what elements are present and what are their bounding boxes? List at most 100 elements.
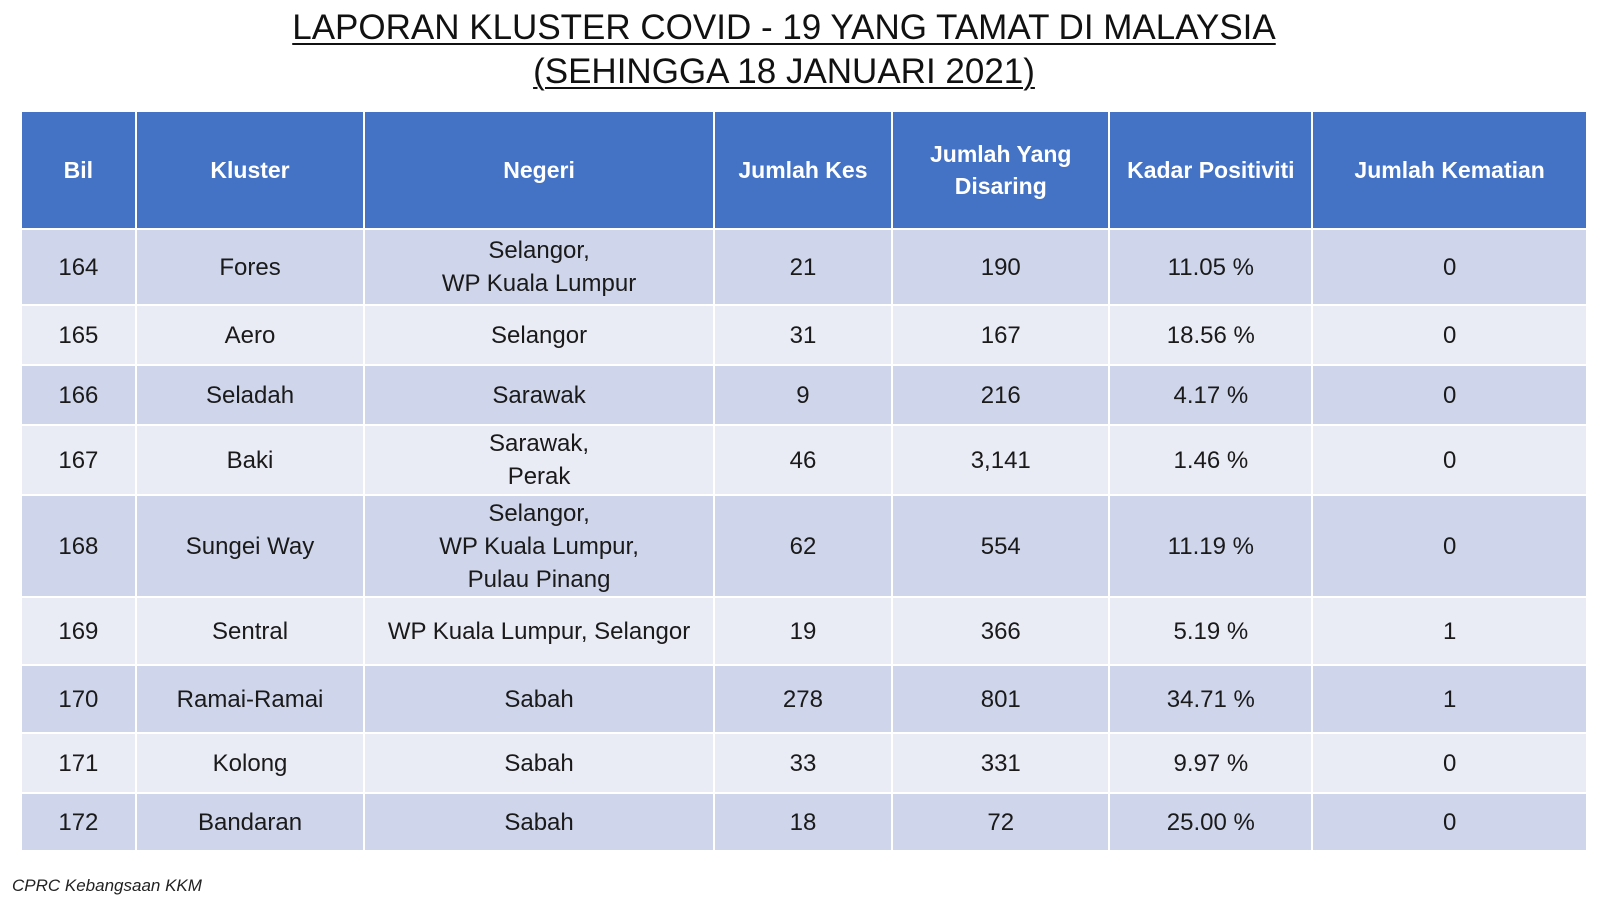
cell-kadar-positiviti: 11.19 % (1110, 496, 1312, 596)
table-row: 167 Baki Sarawak, Perak 46 3,141 1.46 % 0 (22, 426, 1586, 494)
table-row: 172 Bandaran Sabah 18 72 25.00 % 0 (22, 794, 1586, 850)
cell-kluster: Sentral (136, 598, 364, 664)
cell-jumlah-kematian: 1 (1313, 598, 1586, 664)
cell-kadar-positiviti: 5.19 % (1110, 598, 1312, 664)
cell-jumlah-disaring: 3,141 (893, 426, 1109, 494)
cell-jumlah-kematian: 0 (1313, 426, 1586, 494)
cell-negeri: Sabah (365, 734, 713, 792)
cell-bil: 172 (22, 794, 135, 850)
negeri-line: Sarawak, (489, 430, 590, 457)
header-bil: Bil (22, 112, 135, 228)
cell-jumlah-disaring: 167 (893, 306, 1109, 364)
cell-kluster: Baki (136, 426, 364, 494)
cell-jumlah-kes: 46 (714, 426, 892, 494)
title-text-2: (SEHINGGA 18 JANUARI 2021) (533, 52, 1035, 91)
cell-bil: 170 (22, 666, 135, 732)
cell-jumlah-kes: 9 (714, 366, 892, 424)
cell-jumlah-disaring: 801 (893, 666, 1109, 732)
table-row: 169 Sentral WP Kuala Lumpur, Selangor 19 366… (22, 598, 1586, 664)
cell-negeri: Selangor, WP Kuala Lumpur, Pulau Pinang (365, 496, 713, 596)
cell-kadar-positiviti: 9.97 % (1110, 734, 1312, 792)
header-jumlah-disaring: Jumlah Yang Disaring (893, 112, 1109, 228)
cell-negeri: Selangor, WP Kuala Lumpur (365, 230, 713, 304)
cell-jumlah-kematian: 0 (1313, 366, 1586, 424)
negeri-line: Sabah (504, 749, 574, 777)
cell-jumlah-disaring: 216 (893, 366, 1109, 424)
cell-kluster: Aero (136, 306, 364, 364)
negeri-line: Sarawak (492, 381, 586, 409)
cell-bil: 171 (22, 734, 135, 792)
cell-jumlah-kes: 33 (714, 734, 892, 792)
title-text-1: LAPORAN KLUSTER COVID - 19 YANG TAMAT DI… (292, 8, 1276, 47)
cell-negeri: Sarawak (365, 366, 713, 424)
table-row: 171 Kolong Sabah 33 331 9.97 % 0 (22, 734, 1586, 792)
cell-jumlah-kematian: 0 (1313, 794, 1586, 850)
cell-jumlah-kematian: 1 (1313, 666, 1586, 732)
table-header-row: Bil Kluster Negeri Jumlah Kes Jumlah Yan… (22, 112, 1586, 228)
cell-negeri: Sarawak, Perak (365, 426, 713, 494)
cell-jumlah-kes: 62 (714, 496, 892, 596)
cell-jumlah-kes: 31 (714, 306, 892, 364)
cell-bil: 169 (22, 598, 135, 664)
negeri-line: Sabah (504, 808, 574, 836)
header-kluster: Kluster (136, 112, 364, 228)
cell-jumlah-kes: 21 (714, 230, 892, 304)
title-line-2: (SEHINGGA 18 JANUARI 2021) (0, 50, 1568, 94)
cell-kluster: Fores (136, 230, 364, 304)
negeri-line: Selangor, (488, 499, 590, 527)
header-kadar-positiviti: Kadar Positiviti (1110, 112, 1312, 228)
cell-kadar-positiviti: 4.17 % (1110, 366, 1312, 424)
cell-negeri: WP Kuala Lumpur, Selangor (365, 598, 713, 664)
cell-jumlah-disaring: 190 (893, 230, 1109, 304)
cell-jumlah-kes: 19 (714, 598, 892, 664)
table-body: 164 Fores Selangor, WP Kuala Lumpur 21 190 11.… (22, 230, 1586, 850)
cell-bil: 166 (22, 366, 135, 424)
negeri-line: Perak (507, 463, 571, 490)
negeri-line: WP Kuala Lumpur (441, 270, 637, 297)
header-jumlah-kematian: Jumlah Kematian (1313, 112, 1586, 228)
cell-bil: 164 (22, 230, 135, 304)
cell-kluster: Seladah (136, 366, 364, 424)
table-row: 168 Sungei Way Selangor, WP Kuala Lumpur, Pu… (22, 496, 1586, 596)
cell-jumlah-kematian: 0 (1313, 230, 1586, 304)
cell-negeri: Sabah (365, 794, 713, 850)
cell-bil: 165 (22, 306, 135, 364)
header-jumlah-disaring-line-1: Jumlah Yang (930, 141, 1072, 167)
negeri-line: Pulau Pinang (467, 565, 611, 593)
negeri-line: Selangor, (488, 237, 590, 264)
cell-jumlah-disaring: 331 (893, 734, 1109, 792)
cell-kadar-positiviti: 11.05 % (1110, 230, 1312, 304)
cell-jumlah-kes: 18 (714, 794, 892, 850)
cell-kluster: Bandaran (136, 794, 364, 850)
title-line-1: LAPORAN KLUSTER COVID - 19 YANG TAMAT DI… (0, 6, 1568, 50)
cell-jumlah-kematian: 0 (1313, 496, 1586, 596)
cell-kadar-positiviti: 18.56 % (1110, 306, 1312, 364)
header-jumlah-disaring-line-2: Disaring (954, 173, 1047, 199)
cell-kadar-positiviti: 25.00 % (1110, 794, 1312, 850)
cell-jumlah-kematian: 0 (1313, 734, 1586, 792)
cell-kluster: Sungei Way (136, 496, 364, 596)
cell-jumlah-disaring: 366 (893, 598, 1109, 664)
cell-kadar-positiviti: 1.46 % (1110, 426, 1312, 494)
cell-kluster: Ramai-Ramai (136, 666, 364, 732)
cell-kadar-positiviti: 34.71 % (1110, 666, 1312, 732)
cell-jumlah-disaring: 72 (893, 794, 1109, 850)
cluster-table: Bil Kluster Negeri Jumlah Kes Jumlah Yan… (20, 110, 1588, 852)
table-row: 166 Seladah Sarawak 9 216 4.17 % 0 (22, 366, 1586, 424)
table-row: 170 Ramai-Ramai Sabah 278 801 34.71 % 1 (22, 666, 1586, 732)
negeri-line: WP Kuala Lumpur, Selangor (387, 617, 691, 645)
cell-negeri: Selangor (365, 306, 713, 364)
cell-jumlah-disaring: 554 (893, 496, 1109, 596)
negeri-line: Sabah (504, 685, 574, 713)
header-negeri: Negeri (365, 112, 713, 228)
cell-jumlah-kes: 278 (714, 666, 892, 732)
header-jumlah-kes: Jumlah Kes (714, 112, 892, 228)
cell-kluster: Kolong (136, 734, 364, 792)
negeri-line: Selangor (491, 321, 588, 349)
negeri-line: WP Kuala Lumpur, (439, 532, 639, 560)
table-row: 165 Aero Selangor 31 167 18.56 % 0 (22, 306, 1586, 364)
source-note: CPRC Kebangsaan KKM (12, 876, 202, 895)
cell-bil: 168 (22, 496, 135, 596)
table-row: 164 Fores Selangor, WP Kuala Lumpur 21 190 11.… (22, 230, 1586, 304)
cell-bil: 167 (22, 426, 135, 494)
